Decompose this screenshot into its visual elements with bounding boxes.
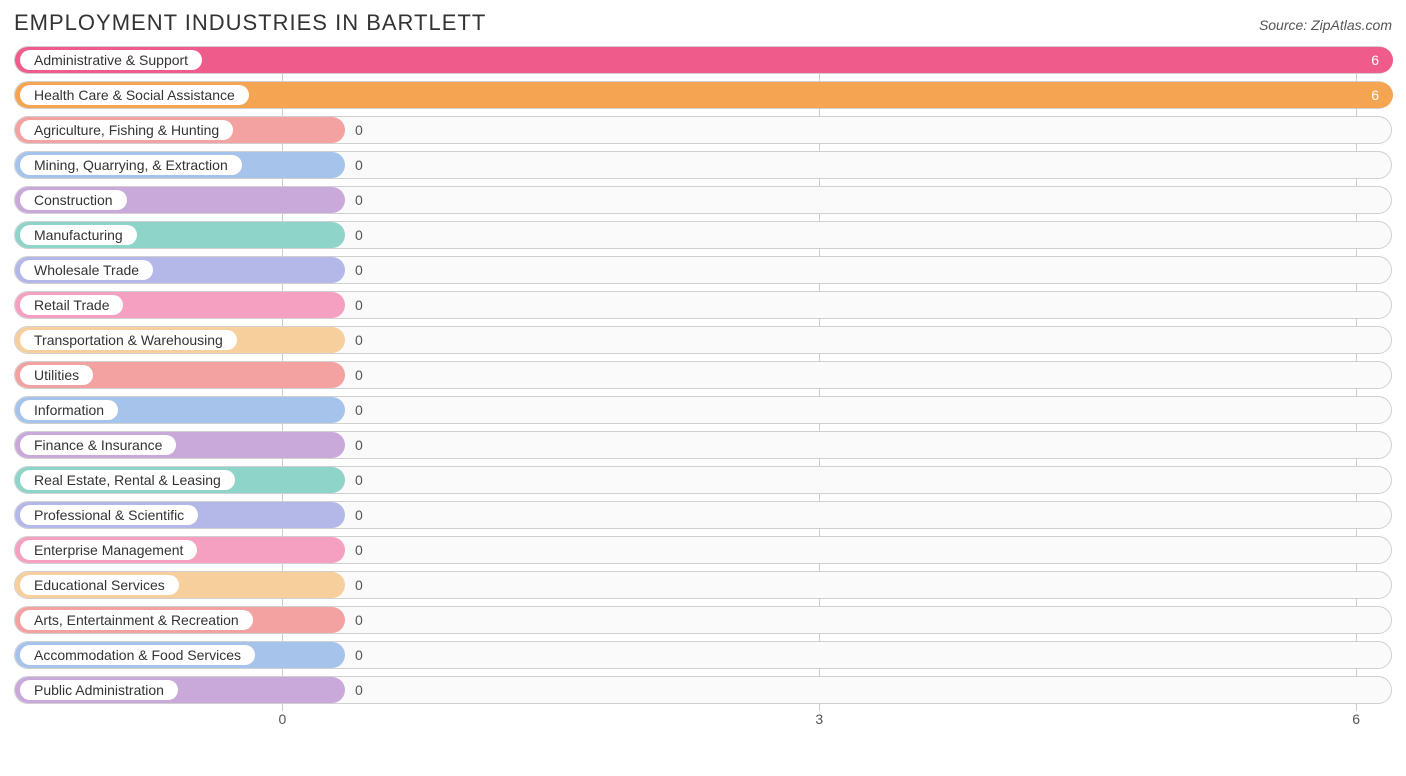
- bar-category-label: Agriculture, Fishing & Hunting: [20, 120, 233, 140]
- bar-value-label: 6: [1371, 82, 1379, 108]
- bar-category-label: Accommodation & Food Services: [20, 645, 255, 665]
- chart-row: Professional & Scientific 0: [14, 501, 1392, 529]
- chart-row: Transportation & Warehousing 0: [14, 326, 1392, 354]
- bar-value-label: 0: [355, 467, 363, 493]
- bar-category-label: Utilities: [20, 365, 93, 385]
- bar-value-label: 0: [355, 572, 363, 598]
- chart-source: Source: ZipAtlas.com: [1259, 17, 1392, 33]
- bar-value-label: 0: [355, 222, 363, 248]
- bar-category-label: Retail Trade: [20, 295, 123, 315]
- chart-row: Retail Trade 0: [14, 291, 1392, 319]
- bar-value-label: 0: [355, 362, 363, 388]
- chart-row: Health Care & Social Assistance 6: [14, 81, 1392, 109]
- bar-category-label: Educational Services: [20, 575, 179, 595]
- x-tick-label: 0: [279, 711, 287, 727]
- bar-value-label: 0: [355, 537, 363, 563]
- bar-value-label: 0: [355, 397, 363, 423]
- x-tick-label: 3: [815, 711, 823, 727]
- bar-category-label: Public Administration: [20, 680, 178, 700]
- bar-category-label: Transportation & Warehousing: [20, 330, 237, 350]
- chart-row: Manufacturing 0: [14, 221, 1392, 249]
- chart-row: Wholesale Trade 0: [14, 256, 1392, 284]
- chart-row: Accommodation & Food Services 0: [14, 641, 1392, 669]
- chart-row: Public Administration 0: [14, 676, 1392, 704]
- bar-value-label: 0: [355, 677, 363, 703]
- bar-value-label: 0: [355, 292, 363, 318]
- bar-category-label: Information: [20, 400, 118, 420]
- x-axis: 0 3 6: [14, 711, 1392, 731]
- bar-category-label: Wholesale Trade: [20, 260, 153, 280]
- chart-row: Real Estate, Rental & Leasing 0: [14, 466, 1392, 494]
- bar-fill: [15, 47, 1393, 73]
- bar-value-label: 0: [355, 187, 363, 213]
- bar-value-label: 0: [355, 502, 363, 528]
- bar-value-label: 0: [355, 257, 363, 283]
- bar-value-label: 0: [355, 327, 363, 353]
- chart-rows: Administrative & Support6Health Care & S…: [14, 46, 1392, 704]
- chart-title: EMPLOYMENT INDUSTRIES IN BARTLETT: [14, 10, 486, 36]
- bar-category-label: Construction: [20, 190, 127, 210]
- bar-category-label: Manufacturing: [20, 225, 137, 245]
- chart-row: Finance & Insurance 0: [14, 431, 1392, 459]
- chart-row: Agriculture, Fishing & Hunting 0: [14, 116, 1392, 144]
- bar-category-label: Enterprise Management: [20, 540, 197, 560]
- bar-value-label: 0: [355, 432, 363, 458]
- bar-category-label: Arts, Entertainment & Recreation: [20, 610, 253, 630]
- chart-row: Utilities 0: [14, 361, 1392, 389]
- bar-value-label: 0: [355, 117, 363, 143]
- chart-row: Information 0: [14, 396, 1392, 424]
- bar-category-label: Finance & Insurance: [20, 435, 176, 455]
- bar-category-label: Health Care & Social Assistance: [20, 85, 249, 105]
- chart-row: Enterprise Management 0: [14, 536, 1392, 564]
- bar-category-label: Professional & Scientific: [20, 505, 198, 525]
- bar-category-label: Administrative & Support: [20, 50, 202, 70]
- x-tick-label: 6: [1352, 711, 1360, 727]
- chart-row: Administrative & Support 6: [14, 46, 1392, 74]
- chart-header: EMPLOYMENT INDUSTRIES IN BARTLETT Source…: [14, 10, 1392, 36]
- bar-category-label: Mining, Quarrying, & Extraction: [20, 155, 242, 175]
- chart-row: Construction 0: [14, 186, 1392, 214]
- bar-value-label: 6: [1371, 47, 1379, 73]
- chart-area: Administrative & Support6Health Care & S…: [14, 46, 1392, 731]
- bar-value-label: 0: [355, 642, 363, 668]
- chart-row: Educational Services 0: [14, 571, 1392, 599]
- chart-row: Mining, Quarrying, & Extraction 0: [14, 151, 1392, 179]
- bar-value-label: 0: [355, 152, 363, 178]
- bar-category-label: Real Estate, Rental & Leasing: [20, 470, 235, 490]
- chart-row: Arts, Entertainment & Recreation 0: [14, 606, 1392, 634]
- bar-value-label: 0: [355, 607, 363, 633]
